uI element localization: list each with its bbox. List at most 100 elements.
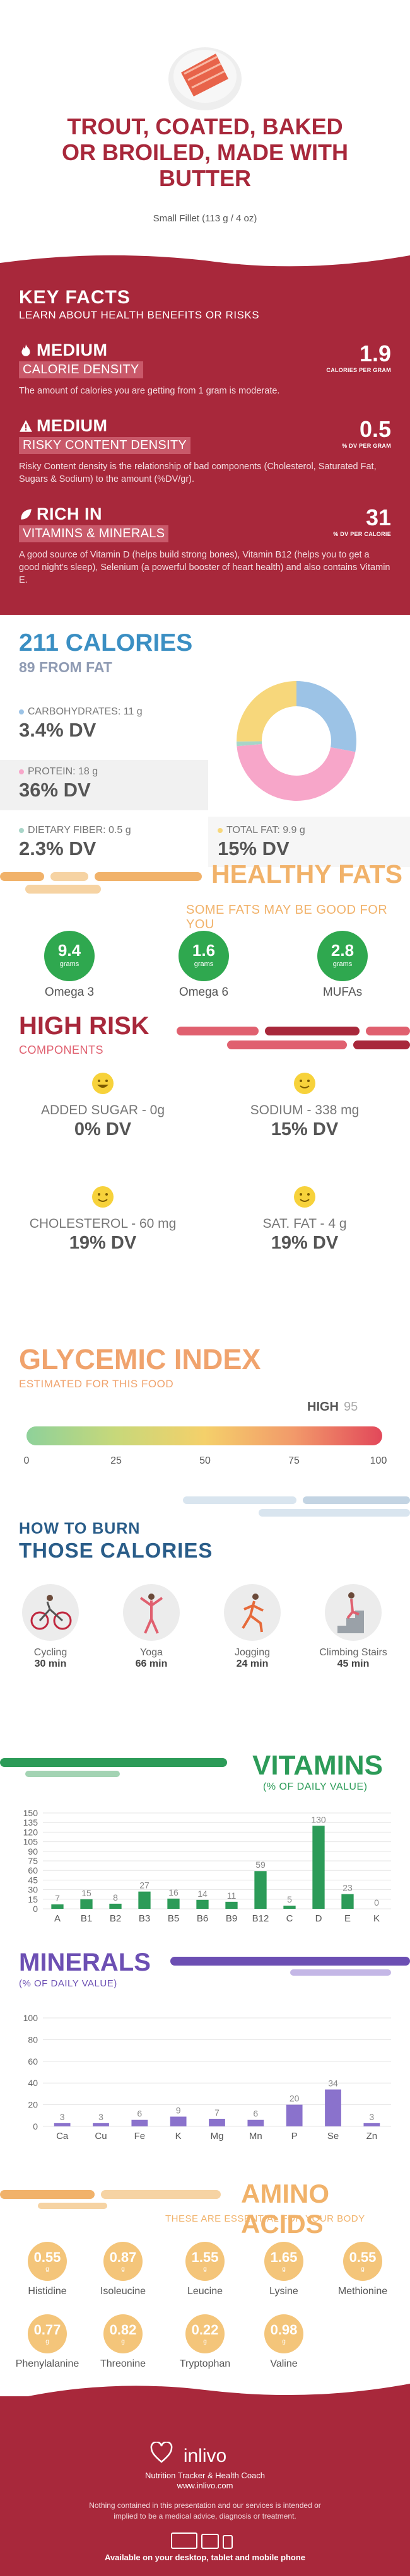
carbs-stat: CARBOHYDRATES: 11 g 3.4% DV [19, 706, 143, 741]
protein-dv: 36% DV [19, 779, 91, 801]
activity-yoga: Yoga 66 min [107, 1584, 196, 1670]
x-tick-label: K [175, 2131, 182, 2142]
heart-logo-icon [150, 2442, 173, 2463]
glycemic-scale-bar [26, 1426, 382, 1445]
calorie-density-fact: MEDIUM CALORIE DENSITY 1.9 CALORIES PER … [19, 341, 391, 397]
fiber-dv: 2.3% DV [19, 837, 97, 860]
risk-sodium: SODIUM - 338 mg 15% DV [210, 1072, 399, 1140]
warning-icon [20, 419, 32, 432]
amino-item: 0.98 g Valine [249, 2314, 319, 2370]
serving-size: Small Fillet (113 g / 4 oz) [153, 213, 257, 224]
bar-value-label: 8 [113, 1892, 118, 1903]
risky-content-level: MEDIUM [37, 416, 108, 435]
y-tick-label: 40 [28, 2078, 38, 2088]
bar-mg [209, 2118, 225, 2126]
rich-in-label: VITAMINS & MINERALS [19, 525, 169, 542]
smile-face-icon [294, 1186, 315, 1208]
y-tick-label: 0 [33, 1904, 38, 1914]
x-tick-label: C [286, 1913, 293, 1924]
bar-value-label: 14 [197, 1889, 208, 1899]
gi-tick: 100 [370, 1455, 387, 1466]
bar-e [341, 1894, 354, 1909]
amino-item: 0.55 g Methionine [328, 2242, 397, 2297]
bar-zn [363, 2123, 380, 2126]
bar-value-label: 0 [374, 1897, 379, 1908]
gi-tick: 75 [288, 1455, 300, 1466]
gi-tick: 25 [110, 1455, 122, 1466]
bar-b1 [80, 1899, 93, 1909]
footer-available: Available on your desktop, tablet and mo… [104, 2553, 306, 2562]
page-title: TROUT, COATED, BAKED OR BROILED, MADE WI… [62, 114, 348, 191]
x-tick-label: B2 [110, 1913, 121, 1924]
vitamins-bar-chart: 01530456075901051201351507A15B18B227B316… [23, 1808, 391, 1924]
high-risk-subtitle: COMPONENTS [19, 1044, 104, 1056]
healthy-fats-title: HEALTHY FATS [211, 860, 402, 889]
omega3-label: Omega 3 [44, 986, 95, 999]
devices-icon [171, 2532, 233, 2549]
bar-ca [54, 2123, 71, 2126]
protein-stat: PROTEIN: 18 g 36% DV [19, 766, 98, 801]
x-tick-label: B12 [252, 1913, 269, 1924]
smile-face-icon [294, 1073, 315, 1094]
activity-stairs: Climbing Stairs 45 min [309, 1584, 397, 1670]
x-tick-label: Mn [249, 2131, 262, 2142]
glycemic-level: HIGH 95 [307, 1400, 358, 1414]
y-tick-label: 60 [28, 2056, 38, 2066]
bar-fe [131, 2119, 148, 2126]
bar-se [325, 2089, 341, 2126]
omega6-label: Omega 6 [179, 986, 229, 999]
key-facts-section: KEY FACTS LEARN ABOUT HEALTH BENEFITS OR… [0, 249, 410, 615]
salmon-plate-icon [168, 47, 242, 110]
bar-value-label: 6 [137, 2109, 142, 2119]
donut-slice-protein [237, 743, 356, 801]
y-tick-label: 75 [28, 1856, 38, 1866]
protein-dot-icon [19, 769, 24, 774]
calorie-density-desc: The amount of calories you are getting f… [19, 386, 280, 396]
vitamins-title: VITAMINS [252, 1750, 383, 1781]
bar-b6 [196, 1899, 209, 1909]
bar-cu [93, 2123, 109, 2126]
risky-content-fact: MEDIUM RISKY CONTENT DENSITY 0.5 % DV PE… [19, 416, 391, 486]
y-tick-label: 45 [28, 1875, 38, 1885]
vitamins-subtitle: (% OF DAILY VALUE) [263, 1781, 368, 1792]
risky-content-unit: % DV PER GRAM [342, 443, 391, 449]
bar-value-label: 3 [369, 2112, 374, 2122]
stairs-icon [337, 1592, 364, 1633]
bar-b3 [138, 1891, 151, 1909]
amino-subtitle: THESE ARE ESSENTIAL FOR YOUR BODY [165, 2213, 365, 2224]
bar-b9 [225, 1901, 238, 1909]
calorie-density-label: CALORIE DENSITY [19, 361, 143, 378]
high-risk-title: HIGH RISK [19, 1012, 149, 1040]
key-facts-subtitle: LEARN ABOUT HEALTH BENEFITS OR RISKS [19, 309, 260, 321]
macro-donut-chart [237, 681, 356, 801]
minerals-bar-chart: 0 20 40 60 80 100 3 Ca 3 Cu 6 Fe 9 K 7 Mg 6 Mn 20 P 34 Se 3 Zn [23, 2013, 391, 2142]
x-tick-label: P [291, 2131, 298, 2142]
risky-content-value: 0.5 [359, 416, 391, 442]
bar-k [170, 2116, 187, 2126]
rich-in-desc: A good source of Vitamin D (helps build … [19, 550, 390, 585]
amino-item: 0.82 g Threonine [88, 2314, 158, 2370]
y-tick-label: 15 [28, 1894, 38, 1904]
calories-from-fat: 89 FROM FAT [19, 659, 112, 675]
bar-b12 [254, 1871, 267, 1909]
bar-value-label: 59 [255, 1860, 266, 1870]
x-tick-label: Mg [211, 2131, 224, 2142]
protein-band [0, 760, 208, 810]
x-tick-label: B5 [168, 1913, 179, 1924]
x-tick-label: D [315, 1913, 322, 1924]
x-tick-label: Zn [366, 2131, 378, 2142]
footer-brand[interactable]: inlivo [183, 2445, 227, 2466]
bar-value-label: 15 [81, 1888, 91, 1898]
y-tick-label: 60 [28, 1865, 38, 1875]
y-tick-label: 100 [23, 2013, 38, 2023]
gi-tick: 50 [199, 1455, 211, 1466]
bar-mn [247, 2119, 264, 2126]
footer-url[interactable]: www.inlivo.com [177, 2481, 233, 2490]
bar-d [312, 1826, 325, 1909]
yoga-icon [139, 1594, 163, 1634]
y-tick-label: 150 [23, 1808, 38, 1818]
happy-face-icon [92, 1073, 114, 1094]
glycemic-subtitle: ESTIMATED FOR THIS FOOD [19, 1378, 174, 1390]
y-tick-label: 0 [33, 2121, 38, 2131]
amino-title: AMINO ACIDS [241, 2179, 329, 2239]
